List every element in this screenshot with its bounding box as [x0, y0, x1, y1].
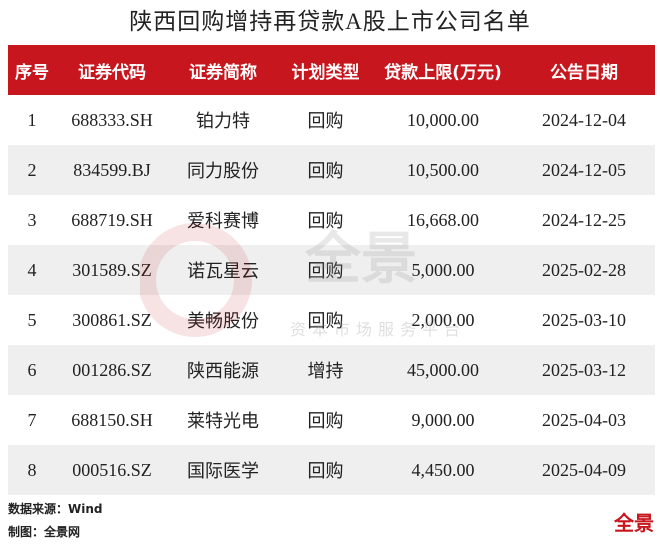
- credit-note: 制图：全景网: [8, 525, 81, 539]
- table-cell: 2025-03-12: [513, 345, 655, 395]
- column-header: 贷款上限(万元): [373, 45, 513, 95]
- table-cell: 2025-03-10: [542, 309, 626, 330]
- table-cell: 陕西能源: [168, 345, 278, 395]
- table-cell: 301589.SZ: [56, 245, 168, 295]
- table-cell: 同力股份: [168, 145, 278, 195]
- table-cell: 688150.SH: [71, 409, 153, 430]
- table-cell: 3: [27, 209, 37, 230]
- table-row: 2 834599.BJ 同力股份 回购 10,500.00 2024-12-05: [8, 145, 655, 195]
- column-header: 证券简称: [168, 45, 278, 95]
- table-cell: 9,000.00: [411, 409, 475, 430]
- table-row: 3 688719.SH 爱科赛博 回购 16,668.00 2024-12-25: [8, 195, 655, 245]
- table-cell: 2,000.00: [411, 309, 475, 330]
- table-cell: 2: [8, 145, 56, 195]
- table-cell: 5: [27, 309, 37, 330]
- table-cell: 2024-12-05: [513, 145, 655, 195]
- table-cell: 000516.SZ: [56, 445, 168, 495]
- table-cell: 688719.SH: [71, 209, 153, 230]
- table-cell: 回购: [307, 311, 344, 331]
- table-cell: 回购: [307, 111, 344, 131]
- table-cell: 6: [8, 345, 56, 395]
- data-table: 序号 证券代码 证券简称 计划类型 贷款上限(万元) 公告日期 1 688333.SH 铂力特…: [8, 45, 655, 495]
- column-header: 证券代码: [56, 45, 168, 95]
- column-header: 计划类型: [278, 45, 373, 95]
- table-cell: 回购: [278, 245, 373, 295]
- table-cell: 美畅股份: [187, 311, 259, 331]
- table-cell: 8: [8, 445, 56, 495]
- table-cell: 16,668.00: [407, 209, 479, 230]
- header-row: 序号 证券代码 证券简称 计划类型 贷款上限(万元) 公告日期: [8, 45, 655, 95]
- table-cell: 10,500.00: [373, 145, 513, 195]
- table-cell: 4,450.00: [373, 445, 513, 495]
- table-cell: 铂力特: [196, 111, 250, 131]
- table-cell: 莱特光电: [187, 411, 259, 431]
- table-cell: 300861.SZ: [72, 309, 152, 330]
- table-row: 6 001286.SZ 陕西能源 增持 45,000.00 2025-03-12: [8, 345, 655, 395]
- table-cell: 2024-12-04: [542, 109, 626, 130]
- table-row: 5 300861.SZ 美畅股份 回购 2,000.00 2025-03-10: [8, 295, 655, 345]
- table-cell: 834599.BJ: [56, 145, 168, 195]
- logo: 全景: [614, 511, 654, 535]
- table-cell: 2024-12-25: [542, 209, 626, 230]
- table-cell: 4: [8, 245, 56, 295]
- table-cell: 1: [27, 109, 37, 130]
- table-cell: 001286.SZ: [56, 345, 168, 395]
- table-cell: 增持: [278, 345, 373, 395]
- table-cell: 诺瓦星云: [168, 245, 278, 295]
- table-cell: 45,000.00: [373, 345, 513, 395]
- table-cell: 2025-02-28: [513, 245, 655, 295]
- table-cell: 2025-04-03: [542, 409, 626, 430]
- table-cell: 回购: [278, 145, 373, 195]
- column-header: 公告日期: [513, 45, 655, 95]
- title: 陕西回购增持再贷款A股上市公司名单: [129, 9, 531, 34]
- table-cell: 688333.SH: [71, 109, 153, 130]
- table-row: 8 000516.SZ 国际医学 回购 4,450.00 2025-04-09: [8, 445, 655, 495]
- source-note: 数据来源：Wind: [8, 502, 103, 516]
- table-cell: 2025-04-09: [513, 445, 655, 495]
- table-cell: 爱科赛博: [187, 211, 259, 231]
- column-header: 序号: [8, 45, 56, 95]
- table-row: 4 301589.SZ 诺瓦星云 回购 5,000.00 2025-02-28: [8, 245, 655, 295]
- table-cell: 10,000.00: [407, 109, 479, 130]
- table-row: 7 688150.SH 莱特光电 回购 9,000.00 2025-04-03: [8, 395, 655, 445]
- table-cell: 国际医学: [168, 445, 278, 495]
- table-cell: 回购: [307, 211, 344, 231]
- table-row: 1 688333.SH 铂力特 回购 10,000.00 2024-12-04: [8, 95, 655, 145]
- table-cell: 5,000.00: [373, 245, 513, 295]
- table-cell: 回购: [307, 411, 344, 431]
- table-cell: 回购: [278, 445, 373, 495]
- table-cell: 7: [27, 409, 37, 430]
